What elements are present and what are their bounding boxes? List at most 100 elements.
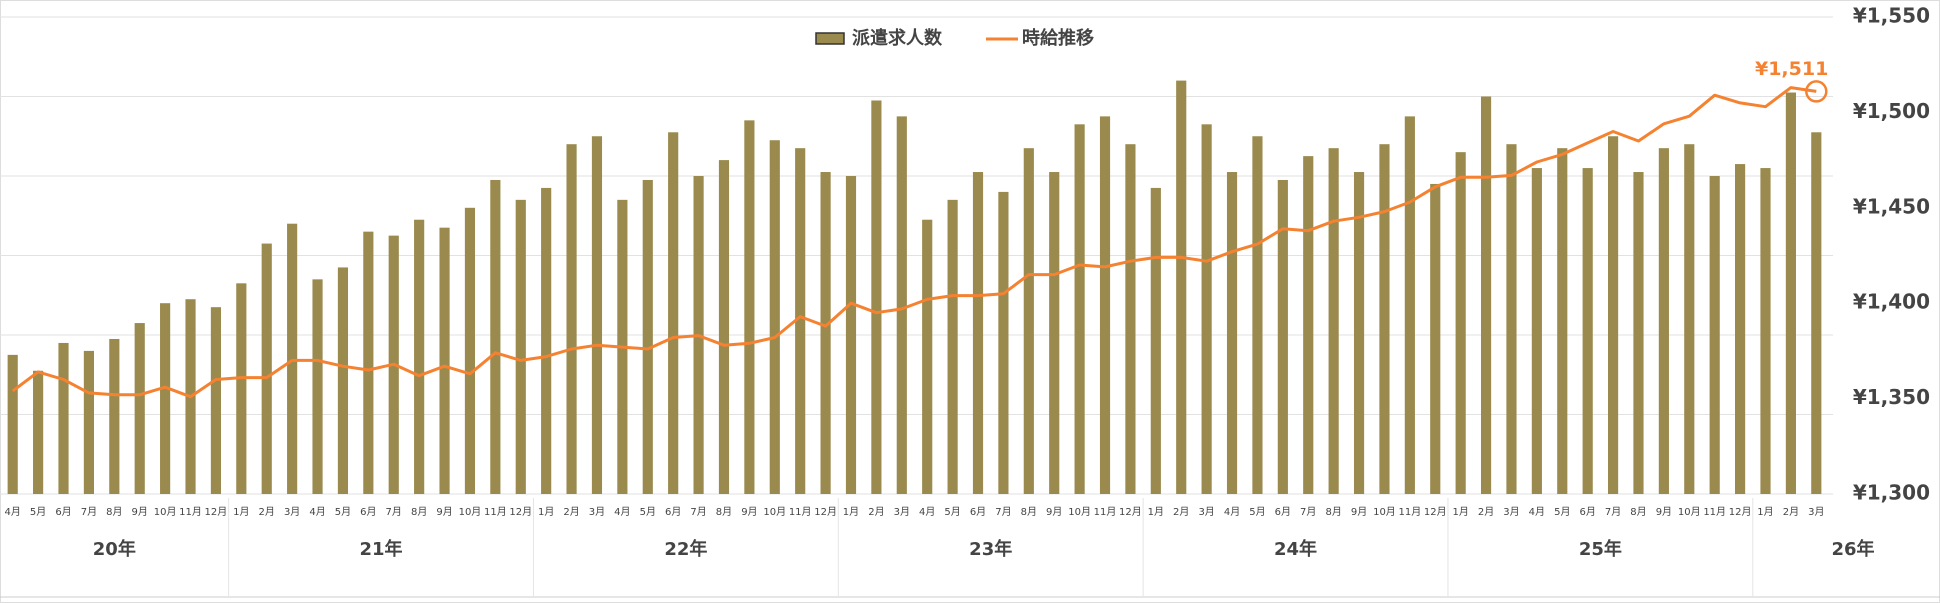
x-tick-label: 6月 <box>970 506 986 518</box>
bar <box>1125 144 1136 494</box>
x-tick-label: 7月 <box>386 506 402 518</box>
bar <box>1633 172 1644 494</box>
bar <box>134 323 145 494</box>
x-tick-label: 1月 <box>1452 506 1468 518</box>
bar <box>1480 96 1492 494</box>
x-tick-label: 6月 <box>360 506 376 518</box>
bar <box>1735 164 1746 494</box>
bar <box>769 140 780 494</box>
x-tick-label: 10月 <box>1068 506 1091 518</box>
bar <box>7 354 18 494</box>
x-tick-label: 4月 <box>1224 506 1240 518</box>
x-tick-label: 5月 <box>944 506 960 518</box>
y2-tick-label: ¥1,500 <box>1853 99 1930 123</box>
bar <box>1531 168 1542 495</box>
bar <box>1226 172 1238 494</box>
x-tick-label: 9月 <box>1046 506 1062 518</box>
x-group-label: 22年 <box>664 538 707 560</box>
bar <box>1430 183 1441 494</box>
x-tick-label: 10月 <box>763 506 786 518</box>
x-tick-label: 5月 <box>640 506 656 518</box>
x-tick-label: 8月 <box>716 506 732 518</box>
data-label: ¥1,511 <box>1755 58 1828 80</box>
x-tick-label: 9月 <box>436 506 452 518</box>
y2-tick-label: ¥1,300 <box>1853 481 1930 505</box>
line <box>11 86 1817 399</box>
x-tick-label: 2月 <box>1478 506 1494 518</box>
x-group-label: 24年 <box>1274 538 1317 560</box>
bar <box>83 350 94 494</box>
x-tick-label: 10月 <box>1373 506 1396 518</box>
x-tick-label: 2月 <box>1173 506 1189 518</box>
bar <box>515 199 526 494</box>
bar <box>439 227 450 495</box>
x-tick-label: 2月 <box>868 506 884 518</box>
bar <box>1379 144 1390 494</box>
x-tick-label: 12月 <box>1729 506 1752 518</box>
x-tick-label: 10月 <box>154 506 177 518</box>
bar <box>1023 148 1034 495</box>
x-group-label: 23年 <box>969 538 1012 560</box>
x-tick-label: 9月 <box>1656 506 1672 518</box>
bar <box>464 207 476 495</box>
bar <box>1811 132 1822 494</box>
x-tick-label: 6月 <box>1579 506 1595 518</box>
x-tick-label: 9月 <box>741 506 757 518</box>
bar <box>820 172 831 494</box>
x-tick-label: 4月 <box>1529 506 1545 518</box>
legend-label: 派遣求人数 <box>852 27 943 49</box>
x-group-label: 20年 <box>93 538 136 560</box>
x-tick-label: 5月 <box>1249 506 1265 518</box>
x-tick-label: 4月 <box>919 506 935 518</box>
x-tick-label: 4月 <box>309 506 325 518</box>
bar <box>541 187 552 495</box>
bar <box>1709 176 1720 494</box>
bar <box>1328 148 1339 495</box>
x-tick-label: 8月 <box>1325 506 1341 518</box>
bar <box>1760 168 1771 495</box>
x-tick-label: 12月 <box>509 506 532 518</box>
x-tick-label: 3月 <box>1503 506 1519 518</box>
x-tick-label: 7月 <box>690 506 706 518</box>
bar <box>1404 116 1415 494</box>
bar <box>566 144 577 494</box>
x-tick-label: 9月 <box>1351 506 1367 518</box>
x-tick-label: 11月 <box>789 506 812 518</box>
x-group-label: 21年 <box>360 538 403 560</box>
bar <box>795 148 806 495</box>
x-tick-label: 12月 <box>1119 506 1142 518</box>
bar <box>210 307 222 494</box>
x-tick-label: 10月 <box>1678 506 1701 518</box>
x-tick-label: 6月 <box>665 506 681 518</box>
bar <box>1201 124 1212 494</box>
bar <box>1506 144 1517 494</box>
x-tick-label: 4月 <box>5 506 21 518</box>
x-tick-label: 8月 <box>106 506 122 518</box>
x-tick-label: 3月 <box>894 506 910 518</box>
x-tick-label: 5月 <box>30 506 46 518</box>
x-tick-label: 5月 <box>1554 506 1570 518</box>
bar <box>160 303 171 494</box>
x-tick-label: 7月 <box>81 506 97 518</box>
x-tick-label: 12月 <box>205 506 228 518</box>
bar <box>1099 116 1111 494</box>
x-tick-label: 8月 <box>411 506 427 518</box>
y2-tick-label: ¥1,550 <box>1853 4 1930 28</box>
bar <box>261 243 272 494</box>
legend-label: 時給推移 <box>1022 27 1094 49</box>
bar <box>1150 187 1161 495</box>
bar <box>236 283 247 494</box>
bar <box>490 179 501 494</box>
bar <box>1049 172 1060 494</box>
x-tick-label: 2月 <box>563 506 579 518</box>
bar <box>337 267 349 494</box>
x-tick-label: 1月 <box>233 506 249 518</box>
highlight-circle <box>1805 80 1828 103</box>
bar <box>1252 136 1263 494</box>
bar <box>896 116 907 494</box>
x-tick-label: 11月 <box>1398 506 1421 518</box>
bar <box>58 342 69 494</box>
y2-tick-label: ¥1,450 <box>1853 194 1930 218</box>
x-tick-label: 11月 <box>1094 506 1117 518</box>
bar <box>972 172 984 494</box>
